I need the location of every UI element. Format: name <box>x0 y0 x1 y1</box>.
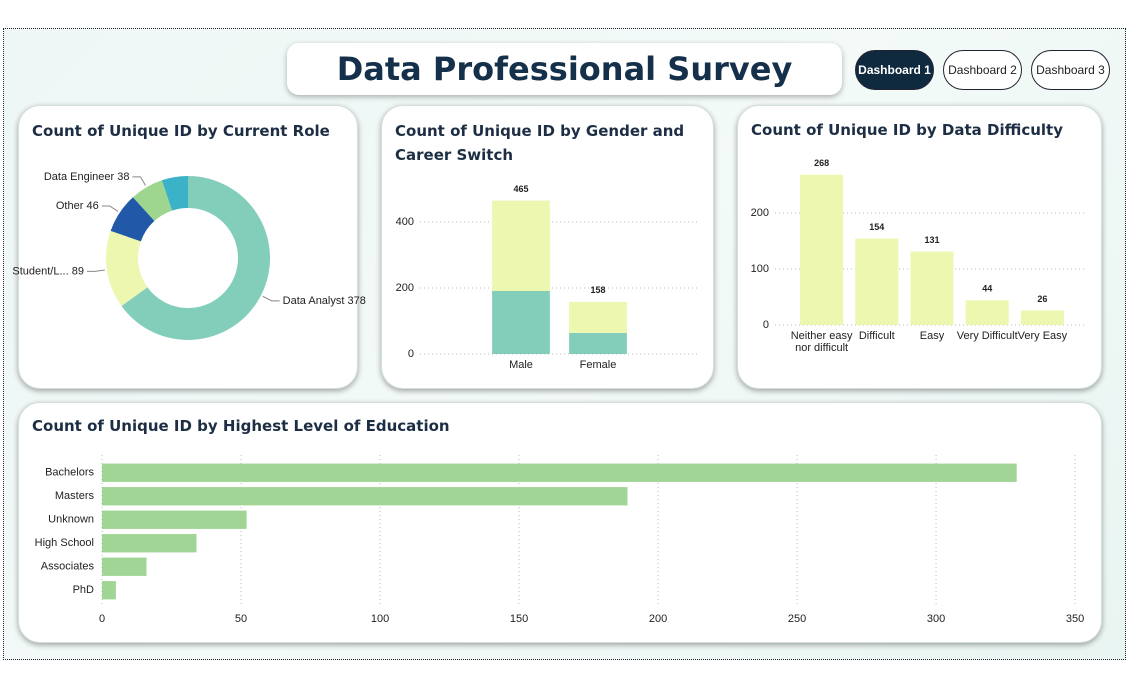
donut-slice <box>110 197 155 242</box>
chart-title: Count of Unique ID by Highest Level of E… <box>32 417 450 435</box>
chart-title: Count of Unique ID by Current Role <box>32 122 330 140</box>
value-label: 46 <box>86 200 98 212</box>
leader-line <box>86 269 105 272</box>
nav-button[interactable]: Dashboard 1 <box>855 50 934 90</box>
bar <box>102 557 147 576</box>
bar <box>855 238 899 325</box>
x-tick-label: 250 <box>788 613 806 625</box>
bar-segment <box>569 332 627 354</box>
bar <box>102 487 628 506</box>
donut-slice <box>105 230 148 306</box>
y-tick-label: Associates <box>41 561 95 573</box>
donut-slice <box>121 176 271 340</box>
value-label: 154 <box>869 222 884 232</box>
chart-title: Count of Unique ID by Gender and Career … <box>395 122 685 164</box>
value-label: 26 <box>1037 294 1047 304</box>
data-label: Data Analyst 378 <box>283 295 366 307</box>
x-tick-label: Male <box>509 359 533 371</box>
nav-button[interactable]: Dashboard 2 <box>943 50 1022 90</box>
x-tick-label: Very Difficult <box>956 330 1018 342</box>
y-tick-label: Bachelors <box>45 467 94 479</box>
bar <box>102 463 1017 482</box>
y-tick-label: PhD <box>73 584 94 596</box>
chart-title: Count of Unique ID by Data Difficulty <box>751 121 1063 139</box>
category-label: Student/L... <box>12 265 68 277</box>
x-tick-label: Easy <box>919 330 945 342</box>
y-tick-label: 0 <box>763 319 769 331</box>
y-tick-label: 100 <box>751 263 769 275</box>
x-tick-label: 150 <box>510 613 528 625</box>
bar-segment <box>492 290 550 354</box>
x-tick-label: Female <box>579 359 617 371</box>
leader-line <box>262 295 280 302</box>
x-tick-label: 350 <box>1066 613 1084 625</box>
leader-line <box>132 176 146 186</box>
nav-button[interactable]: Dashboard 3 <box>1031 50 1110 90</box>
y-tick-label: Unknown <box>48 514 94 526</box>
x-tick-label: 0 <box>99 613 105 625</box>
bar <box>800 174 844 325</box>
value-label: 38 <box>117 171 129 183</box>
donut-slice <box>161 176 188 211</box>
y-tick-label: 200 <box>396 282 414 294</box>
x-tick-label: Difficult <box>858 330 895 342</box>
category-label: Data Engineer <box>44 171 115 183</box>
leader-line <box>101 205 119 212</box>
y-tick-label: High School <box>35 537 94 549</box>
value-label: 89 <box>72 265 84 277</box>
bar <box>965 300 1009 325</box>
bar <box>102 510 247 529</box>
category-label: Other <box>56 200 84 212</box>
y-tick-label: Masters <box>55 490 95 502</box>
bar-segment <box>492 200 550 291</box>
value-label: 378 <box>348 295 366 307</box>
y-tick-label: 0 <box>408 348 414 360</box>
total-label: 158 <box>590 285 605 295</box>
x-tick-label: 50 <box>235 613 247 625</box>
data-label: Student/L... 89 <box>12 265 84 277</box>
bar <box>102 581 116 600</box>
value-label: 268 <box>814 158 829 168</box>
y-tick-label: 400 <box>396 216 414 228</box>
card <box>737 105 1102 389</box>
x-tick-label: Neither easy nor difficult <box>790 330 853 354</box>
value-label: 131 <box>924 235 939 245</box>
y-tick-label: 200 <box>751 207 769 219</box>
value-label: 44 <box>982 284 992 294</box>
x-tick-label: 100 <box>371 613 389 625</box>
x-tick-label: 300 <box>927 613 945 625</box>
bar <box>910 251 954 325</box>
card <box>18 105 358 389</box>
donut-slice <box>132 180 173 221</box>
x-tick-label: 200 <box>649 613 667 625</box>
total-label: 465 <box>513 184 528 194</box>
category-label: Data Analyst <box>283 295 345 307</box>
data-label: Other 46 <box>56 200 99 212</box>
data-label: Data Engineer 38 <box>44 171 130 183</box>
x-tick-label: Very Easy <box>1017 330 1068 342</box>
bar <box>1020 310 1064 325</box>
bar-segment <box>569 301 627 333</box>
bar <box>102 534 197 553</box>
